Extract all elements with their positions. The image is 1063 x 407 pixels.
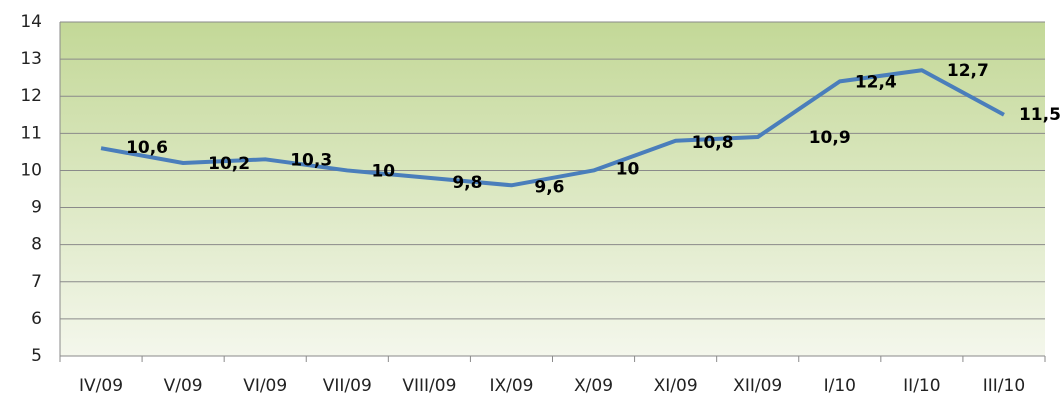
data-label: 10,8 bbox=[692, 133, 734, 153]
data-label: 12,7 bbox=[947, 61, 989, 81]
data-label: 12,4 bbox=[855, 72, 897, 92]
data-label: 10,3 bbox=[290, 150, 332, 170]
x-tick-label: II/10 bbox=[903, 376, 940, 396]
x-tick-label: III/10 bbox=[983, 376, 1025, 396]
data-label: 9,6 bbox=[534, 177, 564, 197]
y-tick-label: 9 bbox=[31, 198, 42, 218]
y-tick-label: 8 bbox=[31, 235, 42, 255]
x-tick-label: I/10 bbox=[824, 376, 856, 396]
x-tick-label: X/09 bbox=[574, 376, 613, 396]
x-tick-label: XI/09 bbox=[654, 376, 698, 396]
x-tick-label: IV/09 bbox=[79, 376, 123, 396]
data-label: 10,2 bbox=[208, 154, 250, 174]
data-label: 10,6 bbox=[126, 138, 168, 158]
x-tick-label: XII/09 bbox=[733, 376, 782, 396]
y-tick-label: 5 bbox=[31, 346, 42, 366]
x-tick-label: IX/09 bbox=[489, 376, 533, 396]
x-tick-label: V/09 bbox=[164, 376, 203, 396]
data-label: 11,5 bbox=[1019, 105, 1061, 125]
data-label: 9,8 bbox=[452, 173, 482, 193]
y-tick-label: 14 bbox=[20, 12, 42, 32]
x-tick-label: VIII/09 bbox=[402, 376, 456, 396]
data-line bbox=[100, 68, 1005, 188]
y-tick-label: 11 bbox=[20, 123, 42, 143]
data-label: 10,9 bbox=[809, 128, 851, 148]
y-tick-label: 12 bbox=[20, 86, 42, 106]
data-label: 10 bbox=[371, 161, 395, 181]
x-tick-label: VII/09 bbox=[323, 376, 372, 396]
y-tick-label: 13 bbox=[20, 49, 42, 69]
y-tick-label: 10 bbox=[20, 160, 42, 180]
x-tick-label: VI/09 bbox=[243, 376, 287, 396]
y-tick-label: 7 bbox=[31, 272, 42, 292]
y-tick-label: 6 bbox=[31, 309, 42, 329]
data-label: 10 bbox=[616, 159, 640, 179]
